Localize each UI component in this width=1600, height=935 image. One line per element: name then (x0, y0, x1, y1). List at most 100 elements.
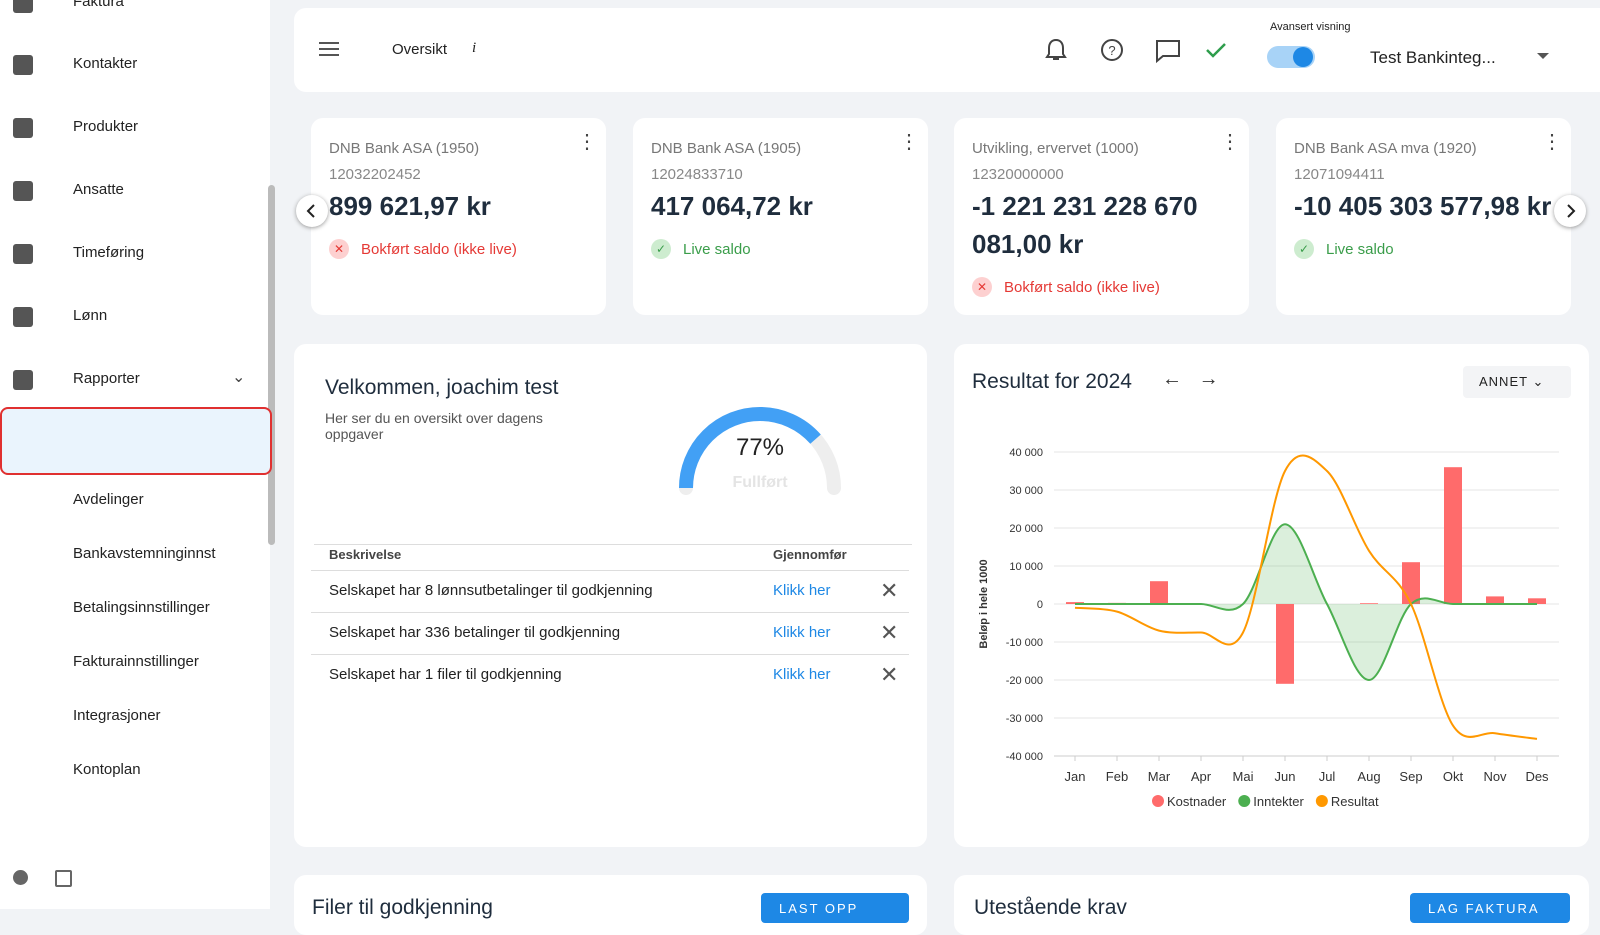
nav-item[interactable]: Lønn (73, 307, 108, 324)
task-text: Selskapet har 1 filer til godkjenning (329, 666, 562, 683)
account-name: DNB Bank ASA (1950) (329, 140, 480, 157)
bar (1360, 603, 1378, 604)
status: Bokført saldo (ikke live) (361, 241, 517, 258)
x-tick-label: Mai (1233, 769, 1254, 784)
nav-subitem[interactable]: Kontoplan (73, 761, 141, 778)
close-icon[interactable]: ✕ (880, 620, 899, 645)
nav-subitem[interactable]: Fakturainnstillinger (73, 653, 199, 670)
divider (314, 544, 912, 545)
menu-button[interactable]: ANNET ⌄ (1463, 366, 1571, 398)
nav-subitem[interactable]: Integrasjoner (73, 707, 161, 724)
legend-swatch (1238, 795, 1251, 807)
nav-item[interactable]: Ansatte (73, 181, 124, 198)
nav-item[interactable]: Rapporter (73, 370, 140, 387)
company[interactable]: Test Bankinteg... (1370, 48, 1496, 67)
x-tick-label: Sep (1399, 769, 1422, 784)
chart: 77% Fullført 40 000 30 000 20 000 10 000 0 -10 … (679, 407, 1559, 809)
task-link[interactable]: Klikk her (773, 624, 831, 641)
next-button[interactable] (1554, 195, 1586, 227)
welcome-subtitle: Her ser du en oversikt over dagens oppga… (325, 410, 543, 442)
account-number: 12320000000 (972, 166, 1064, 183)
line (1074, 454, 1538, 740)
section-title: Filer til godkjenning (312, 896, 493, 919)
dropdown-icon[interactable] (1536, 52, 1550, 60)
account-name: Utvikling, ervervet (1000) (972, 140, 1139, 157)
scrollbar (268, 185, 275, 545)
y-tick-label: -10 000 (1006, 637, 1043, 649)
y-tick-label: 10 000 (1009, 561, 1043, 573)
legend-swatch (1152, 795, 1164, 807)
task-link[interactable]: Klikk her (773, 582, 831, 599)
info[interactable]: i (472, 40, 477, 56)
x-tick-label: Okt (1443, 769, 1464, 784)
nav-icon (13, 118, 33, 138)
nav-icon (13, 307, 33, 327)
chart-title: Resultat for 2024 (972, 370, 1132, 393)
status-icon: ✕ (972, 277, 992, 297)
account-card: DNB Bank ASA mva (1920) 12071094411 ⋮ -10 4… (1276, 118, 1571, 315)
nav-icon (13, 181, 33, 201)
nav-subitem[interactable]: Betalingsinnstillinger (73, 599, 210, 616)
y-tick-label: -20 000 (1006, 675, 1043, 687)
legend-swatch (1315, 795, 1328, 807)
bar (1528, 598, 1546, 604)
nav-item[interactable]: Timeføring (73, 244, 145, 261)
selected-highlight (0, 407, 272, 475)
arrows[interactable]: ← → (1162, 368, 1219, 390)
section-button[interactable]: LAG FAKTURA (1410, 893, 1570, 923)
nav-item[interactable]: Kontakter (73, 55, 138, 72)
balance: -10 405 303 577,98 kr (1294, 191, 1552, 221)
gauge-fill (679, 407, 841, 489)
nav-icon (13, 370, 33, 390)
gauge-caption: Fullført (732, 474, 788, 491)
header-icons: ? (1045, 38, 1226, 64)
close-icon[interactable]: ✕ (880, 662, 899, 687)
chevron: ⌄ (232, 369, 246, 386)
x-tick-label: Jun (1275, 769, 1296, 784)
balance: -1 221 231 228 670 081,00 kr (972, 191, 1198, 259)
y-tick-label: 40 000 (1009, 447, 1043, 459)
status-icon: ✓ (651, 239, 671, 259)
row-divider (311, 612, 909, 613)
task-link[interactable]: Klikk her (773, 666, 831, 683)
menu-icon[interactable] (318, 40, 340, 58)
account-number: 12024833710 (651, 166, 743, 183)
balance: 417 064,72 kr (651, 191, 813, 221)
account-card: DNB Bank ASA (1905) 12024833710 ⋮ 417 064,7… (633, 118, 928, 315)
x-tick-label: Des (1525, 769, 1549, 784)
status: Bokført saldo (ikke live) (1004, 279, 1160, 296)
account-number: 12071094411 (1294, 166, 1385, 183)
nav-item[interactable]: Produkter (73, 118, 139, 135)
y-tick-label: 20 000 (1009, 523, 1043, 535)
nav-subitem[interactable]: Avdelinger (73, 491, 144, 508)
task-text: Selskapet har 336 betalinger til godkjen… (329, 624, 621, 641)
settings-icon[interactable] (13, 870, 28, 885)
status: Live saldo (1326, 241, 1394, 258)
bar (1486, 596, 1504, 604)
x-tick-label: Mar (1148, 769, 1171, 784)
page-title: Oversikt (392, 41, 448, 58)
close-icon[interactable]: ✕ (880, 578, 899, 603)
column-header: Gjennomfør (773, 547, 847, 562)
nav-icon (13, 55, 33, 75)
status-icon: ✓ (1294, 239, 1314, 259)
x-tick-label: Feb (1106, 769, 1128, 784)
row-divider (311, 570, 909, 571)
chart-card: Resultat for 2024 ← → ANNET ⌄ (954, 344, 1589, 847)
account-name: DNB Bank ASA mva (1920) (1294, 140, 1477, 157)
header: Oversikt i ? Avansert visning Test Banki… (294, 8, 1600, 92)
area (1075, 524, 1537, 680)
menu-label: ANNET (1479, 374, 1528, 389)
gauge-value: 77% (736, 434, 784, 461)
logout-icon[interactable] (55, 870, 72, 887)
nav-subitem[interactable]: Bankavstemninginnst (73, 545, 216, 562)
prev-button[interactable] (296, 195, 328, 227)
section-button[interactable]: LAST OPP (761, 893, 909, 923)
toggle[interactable] (1267, 46, 1315, 68)
nav-icon (13, 0, 33, 13)
status: Live saldo (683, 241, 751, 258)
bar (1276, 604, 1294, 684)
nav-item[interactable]: Faktura (73, 0, 124, 10)
nav-icon (13, 244, 33, 264)
